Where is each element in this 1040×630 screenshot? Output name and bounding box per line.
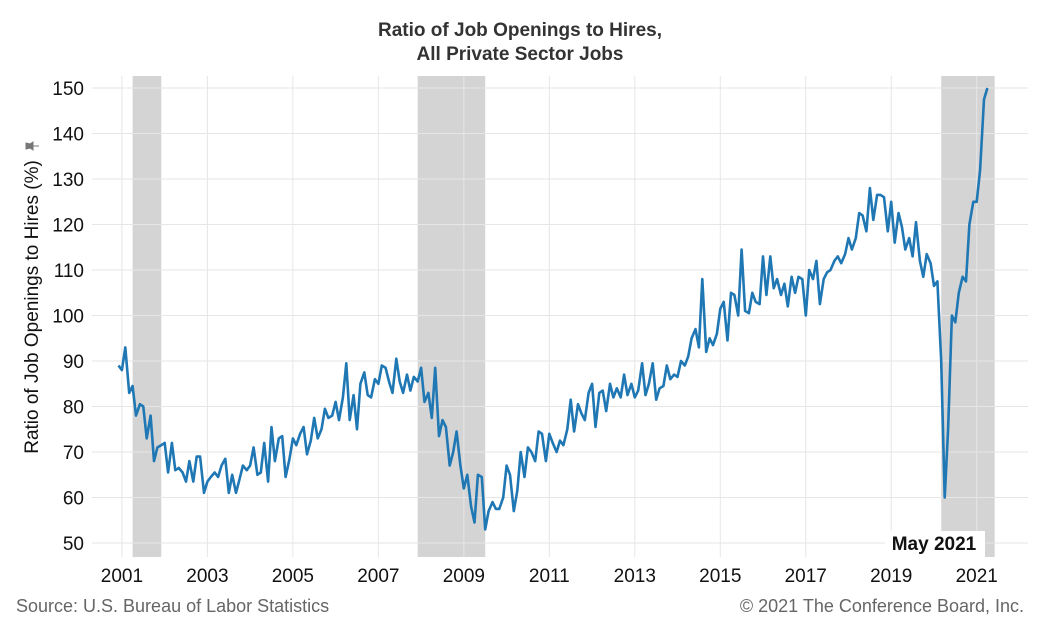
recession-bands [132, 76, 995, 557]
x-tick-label: 2011 [529, 566, 570, 587]
x-axis-ticks: 2001 2003 2005 2007 2009 2011 2013 2015 2017 2019… [101, 566, 998, 587]
x-tick-label: 2015 [699, 566, 741, 587]
source-note: Source: U.S. Bureau of Labor Statistics [16, 596, 330, 616]
y-tick-label: 130 [52, 170, 84, 191]
x-tick-label: 2005 [272, 566, 314, 587]
y-tick-label: 100 [52, 307, 84, 328]
annotation-background [885, 531, 985, 557]
y-tick-label: 120 [52, 216, 84, 237]
series-line [117, 87, 989, 531]
chart-subtitle: All Private Sector Jobs [416, 44, 624, 65]
recession-band-2 [941, 76, 995, 557]
y-tick-label: 50 [63, 534, 84, 555]
y-tick-label: 150 [52, 79, 84, 100]
y-axis-ticks: 50 60 70 80 90 100 110 120 130 140 150 [52, 79, 84, 555]
gridlines [92, 76, 1028, 557]
y-tick-label: 140 [52, 125, 84, 146]
recession-band-0 [132, 76, 162, 557]
y-tick-label: 110 [54, 261, 84, 282]
copyright-note: © 2021 The Conference Board, Inc. [739, 596, 1024, 616]
x-tick-label: 2021 [956, 566, 998, 587]
y-axis-label: Ratio of Job Openings to Hires (%) [22, 160, 43, 454]
x-tick-label: 2017 [785, 566, 827, 587]
y-tick-label: 70 [63, 443, 84, 464]
y-tick-label: 60 [63, 489, 84, 510]
x-tick-label: 2007 [357, 566, 399, 587]
chart-title: Ratio of Job Openings to Hires, [378, 20, 662, 41]
annotation-label: May 2021 [892, 534, 977, 555]
y-tick-label: 80 [63, 398, 84, 419]
x-tick-label: 2009 [443, 566, 485, 587]
x-tick-label: 2013 [614, 566, 656, 587]
x-tick-label: 2019 [870, 566, 912, 587]
x-tick-label: 2003 [186, 566, 228, 587]
recession-band-1 [417, 76, 486, 557]
pin-icon [25, 141, 39, 151]
y-tick-label: 90 [63, 352, 84, 373]
x-tick-label: 2001 [101, 566, 143, 587]
